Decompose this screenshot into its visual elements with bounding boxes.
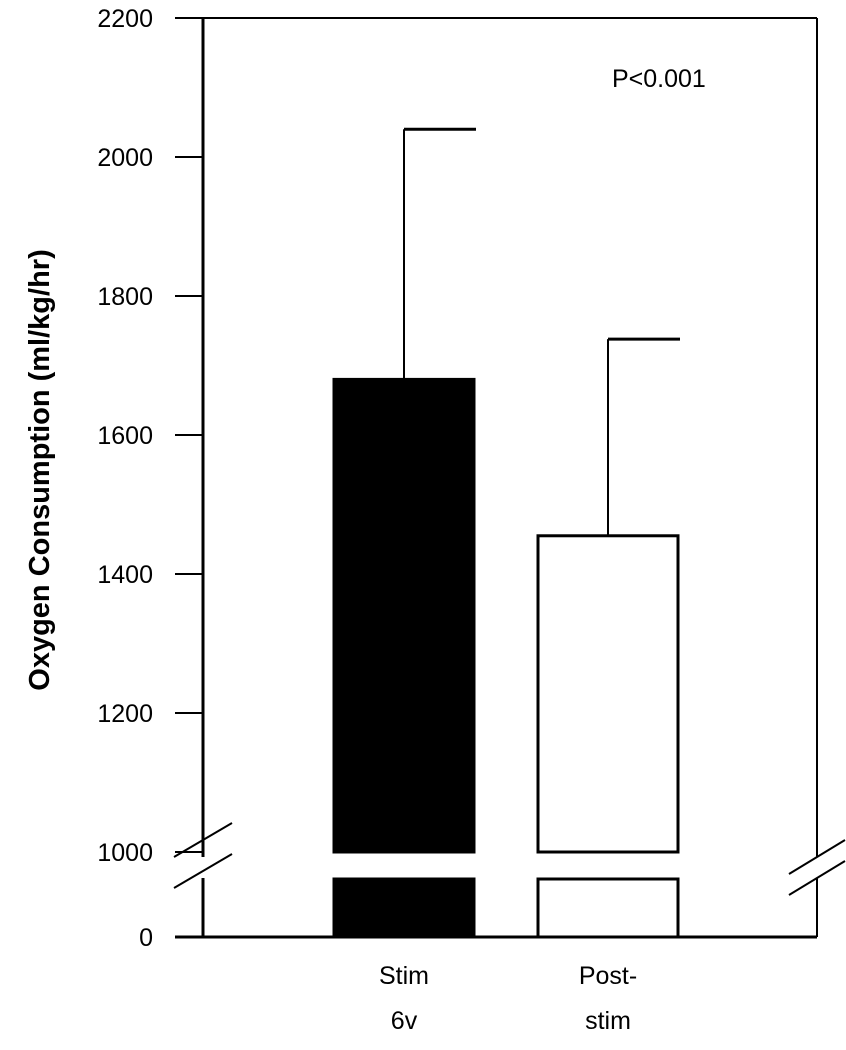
p-value-annotation: P<0.001 (612, 65, 706, 93)
y-tick-label: 1400 (97, 561, 153, 589)
x-category-label: Post- (579, 962, 637, 990)
y-tick-label: 1000 (97, 839, 153, 867)
bar-2-lower (536, 877, 680, 939)
bar-2-upper (536, 534, 680, 854)
y-tick-label: 1200 (97, 700, 153, 728)
y-tick-label: 2200 (97, 5, 153, 33)
bar-1-lower (332, 877, 476, 939)
y-tick-label: 1800 (97, 283, 153, 311)
y-tick-label: 0 (139, 924, 153, 952)
y-axis-label: Oxygen Consumption (ml/kg/hr) (24, 249, 56, 690)
x-category-label: Stim (379, 962, 429, 990)
y-tick-label: 1600 (97, 422, 153, 450)
x-category-label: stim (585, 1007, 631, 1035)
bar-1-upper (332, 377, 476, 854)
y-tick-label: 2000 (97, 144, 153, 172)
right-axis-break-mark (788, 839, 846, 896)
x-category-label: 6v (391, 1007, 418, 1035)
